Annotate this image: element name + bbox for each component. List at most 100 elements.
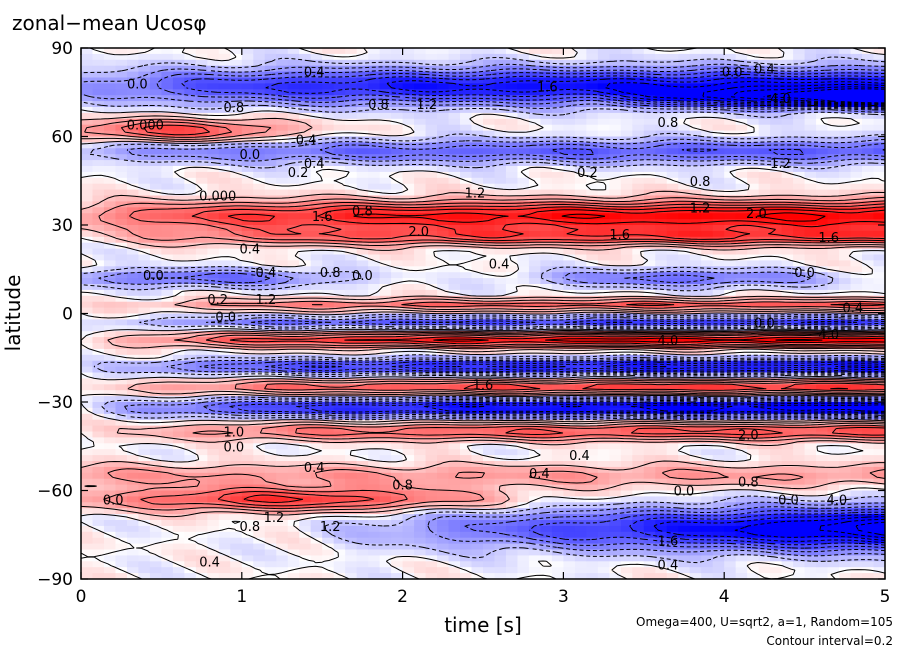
field-cell xyxy=(299,207,312,214)
field-cell xyxy=(126,520,140,527)
field-cell xyxy=(195,484,208,492)
field-cell xyxy=(230,443,243,450)
field-cell xyxy=(460,83,473,90)
field-cell xyxy=(322,83,335,90)
field-cell xyxy=(218,343,231,350)
field-cell xyxy=(81,284,94,291)
field-cell xyxy=(609,443,622,450)
field-cell xyxy=(379,124,392,132)
field-cell xyxy=(471,319,484,326)
field-cell xyxy=(609,118,622,126)
field-cell xyxy=(81,472,94,480)
field-cell xyxy=(414,366,427,374)
field-cell xyxy=(81,443,94,450)
field-cell xyxy=(540,331,553,338)
field-cell xyxy=(253,437,266,444)
field-cell xyxy=(230,372,243,379)
field-cell xyxy=(460,466,473,474)
field-cell xyxy=(149,266,162,273)
field-cell xyxy=(161,171,174,179)
field-cell xyxy=(253,301,266,309)
field-cell xyxy=(368,219,381,226)
field-cell xyxy=(92,472,105,480)
field-cell xyxy=(574,83,587,90)
field-cell xyxy=(92,319,105,326)
field-cell xyxy=(551,413,564,421)
field-cell xyxy=(448,490,461,497)
field-cell xyxy=(322,384,335,391)
field-cell xyxy=(115,278,128,285)
field-cell xyxy=(241,472,254,480)
field-cell xyxy=(391,472,404,480)
field-cell xyxy=(597,219,610,226)
field-cell xyxy=(437,372,450,379)
field-cell xyxy=(563,419,576,427)
field-cell xyxy=(414,520,427,527)
field-cell xyxy=(184,561,197,568)
field-cell xyxy=(460,496,473,503)
field-cell xyxy=(540,266,553,273)
field-cell xyxy=(81,83,94,90)
field-cell xyxy=(414,130,427,138)
field-cell xyxy=(712,236,725,244)
field-cell xyxy=(425,195,438,202)
field-cell xyxy=(264,531,277,539)
field-cell xyxy=(126,242,140,250)
field-cell xyxy=(414,449,427,456)
field-cell xyxy=(172,396,185,403)
field-cell xyxy=(425,89,438,96)
field-cell xyxy=(505,337,519,344)
field-cell xyxy=(241,83,254,90)
field-cell xyxy=(253,478,266,486)
field-cell xyxy=(655,248,668,256)
field-cell xyxy=(241,337,254,344)
field-cell xyxy=(586,124,599,132)
field-cell xyxy=(586,278,599,285)
field-cell xyxy=(356,425,369,433)
field-cell xyxy=(678,278,691,285)
field-cell xyxy=(149,372,162,379)
field-cell xyxy=(597,360,610,368)
field-cell xyxy=(161,407,174,415)
field-cell xyxy=(253,307,266,315)
field-cell xyxy=(195,230,208,238)
field-cell xyxy=(494,225,507,232)
field-cell xyxy=(310,225,323,232)
field-cell xyxy=(81,307,94,315)
field-cell xyxy=(517,266,530,273)
field-cell xyxy=(471,260,484,267)
field-cell xyxy=(597,48,610,55)
field-cell xyxy=(597,53,610,61)
field-cell xyxy=(471,95,484,102)
field-cell xyxy=(483,65,496,73)
field-cell xyxy=(322,183,335,191)
field-cell xyxy=(494,525,507,533)
field-cell xyxy=(310,549,323,556)
field-cell xyxy=(712,177,725,185)
field-cell xyxy=(103,419,117,427)
field-cell xyxy=(356,230,369,238)
field-cell xyxy=(448,443,461,450)
field-cell xyxy=(230,525,243,533)
field-cell xyxy=(402,171,415,179)
field-cell xyxy=(81,213,94,220)
field-cell xyxy=(586,543,599,551)
field-cell xyxy=(264,437,277,444)
field-cell xyxy=(207,449,220,456)
field-cell xyxy=(241,71,254,79)
field-cell xyxy=(81,325,94,332)
field-cell xyxy=(81,402,94,409)
field-cell xyxy=(701,166,714,173)
field-cell xyxy=(333,378,346,385)
field-cell xyxy=(310,295,323,303)
field-cell xyxy=(368,278,381,285)
field-cell xyxy=(609,83,622,90)
field-cell xyxy=(115,59,128,67)
field-cell xyxy=(345,83,358,90)
field-cell xyxy=(701,549,714,556)
field-cell xyxy=(299,195,312,202)
field-cell xyxy=(643,425,656,433)
field-cell xyxy=(92,201,105,208)
field-cell xyxy=(505,348,519,356)
field-cell xyxy=(425,413,438,421)
